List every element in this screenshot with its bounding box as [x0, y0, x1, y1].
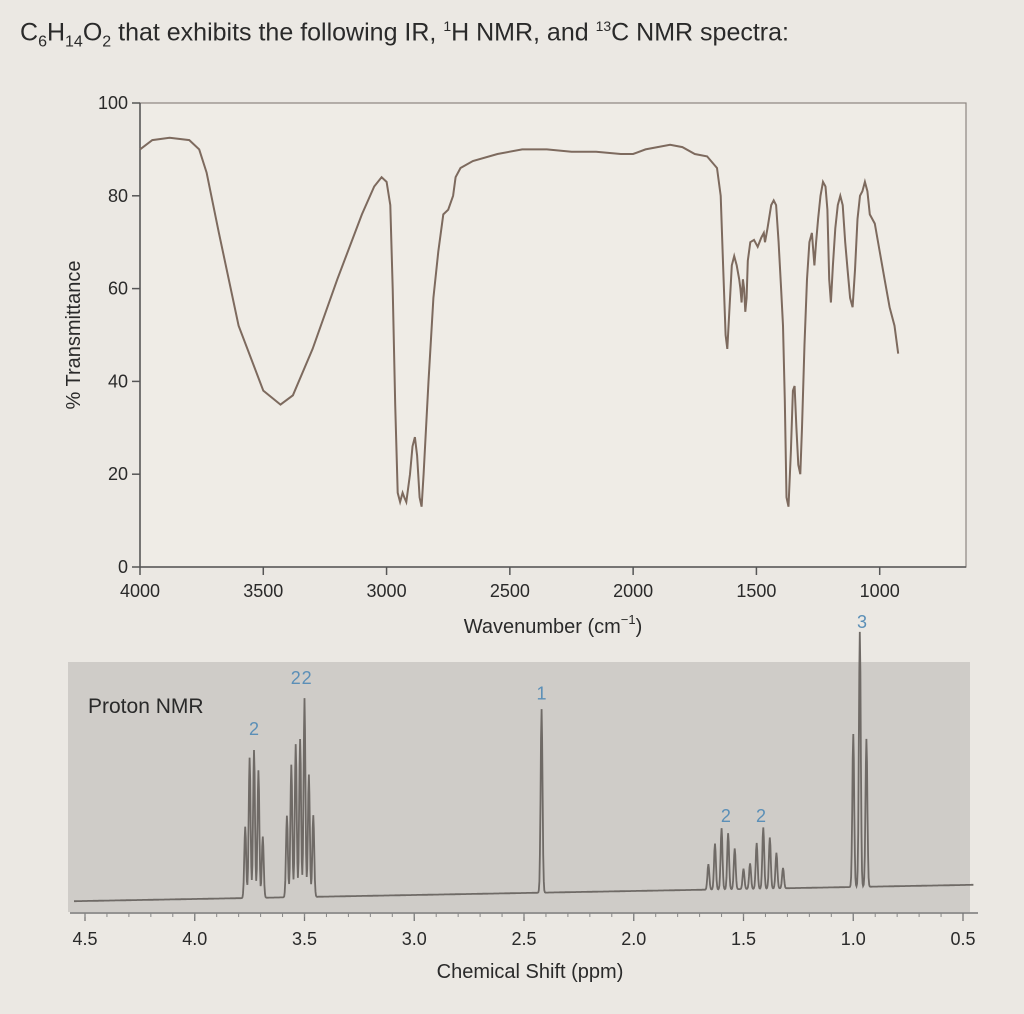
nmr-integration-labels: 22 212 23: [249, 612, 867, 826]
nmr-x-tick-label: 1.0: [841, 929, 866, 949]
nmr-x-tick-label: 2.5: [511, 929, 536, 949]
ir-y-tick-label: 0: [118, 557, 128, 577]
ir-y-tick-label: 80: [108, 186, 128, 206]
nmr-x-label: Chemical Shift (ppm): [437, 961, 624, 983]
nmr-integration-label: 1: [537, 683, 547, 703]
problem-heading: C6H14O2 that exhibits the following IR, …: [0, 6, 1024, 50]
ir-series-line: [139, 136, 900, 507]
nmr-integration-label: 2: [302, 668, 312, 688]
nmr-x-tick-label: 3.0: [402, 929, 427, 949]
heading-text-2: H NMR, and: [451, 18, 596, 47]
formula-h: H: [46, 18, 66, 47]
formula-sub-6: 6: [38, 33, 47, 51]
ir-y-ticks: 0 20 40 60 80 100: [98, 93, 140, 577]
ir-x-label-sup: −1: [621, 612, 636, 627]
ir-y-tick-label: 40: [108, 371, 128, 391]
formula-sub-14: 14: [65, 33, 83, 51]
ir-x-label-tail: ): [636, 616, 643, 638]
nmr-x-tick-label: 2.0: [621, 929, 646, 949]
ir-x-ticks: 4000 3500 3000 2500 2000 1500 1000: [120, 567, 900, 601]
ir-x-tick-label: 2000: [613, 581, 653, 601]
heading-text-1: that exhibits the following IR,: [111, 18, 444, 47]
heading-text-3: C NMR spectra:: [611, 18, 789, 47]
ir-x-tick-label: 1500: [736, 581, 776, 601]
heading-sup-1: 1: [443, 18, 452, 34]
nmr-x-tick-label: 4.0: [182, 929, 207, 949]
nmr-integration-label: 2: [721, 806, 731, 826]
formula-o: O: [82, 18, 103, 47]
formula-c: C: [20, 18, 39, 47]
formula-sub-2: 2: [102, 33, 112, 51]
ir-x-tick-label: 1000: [860, 581, 900, 601]
ir-x-tick-label: 2500: [490, 581, 530, 601]
ir-chart: 0 20 40 60 80 100 4000 3500 3000 2500 2000 1500 100…: [63, 93, 967, 638]
heading-sup-13: 13: [595, 18, 612, 34]
nmr-integration-label: 3: [857, 612, 867, 632]
ir-x-tick-label: 3500: [243, 581, 283, 601]
ir-x-tick-label: 3000: [367, 581, 407, 601]
ir-y-tick-label: 100: [98, 93, 128, 113]
nmr-integration-label: 2: [291, 668, 301, 688]
nmr-integration-label: 2: [249, 719, 259, 739]
ir-y-tick-label: 60: [108, 279, 128, 299]
ir-x-label-main: Wavenumber (cm: [464, 616, 621, 638]
nmr-spectrum-line: [74, 631, 974, 903]
nmr-title: Proton NMR: [88, 695, 204, 718]
ir-plot-area: [139, 102, 967, 568]
nmr-x-tick-label: 4.5: [72, 929, 97, 949]
nmr-x-ticks: 4.5 4.0 3.5 3.0 2.5 2.0 1.5 1.0 0.5: [72, 913, 976, 949]
nmr-x-tick-label: 0.5: [950, 929, 975, 949]
nmr-background: [68, 662, 970, 912]
ir-x-label: Wavenumber (cm−1): [464, 612, 643, 638]
nmr-integration-label: 2: [756, 806, 766, 826]
ir-y-tick-label: 20: [108, 464, 128, 484]
nmr-x-tick-label: 3.5: [292, 929, 317, 949]
ir-x-tick-label: 4000: [120, 581, 160, 601]
nmr-x-tick-label: 1.5: [731, 929, 756, 949]
ir-y-label: % Transmittance: [63, 261, 85, 410]
